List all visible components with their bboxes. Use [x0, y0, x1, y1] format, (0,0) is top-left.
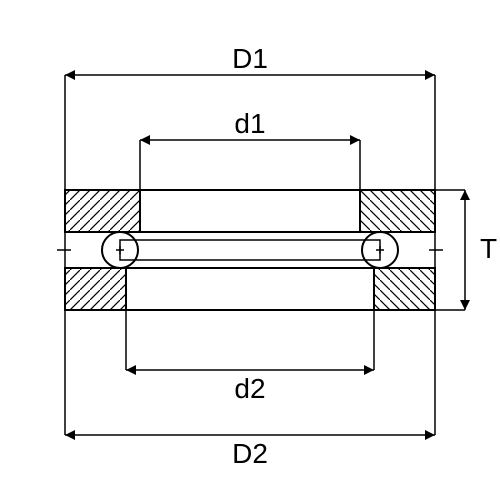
svg-text:D1: D1	[232, 43, 268, 74]
svg-text:D2: D2	[232, 438, 268, 469]
svg-text:d1: d1	[234, 108, 265, 139]
svg-text:d2: d2	[234, 373, 265, 404]
svg-text:T: T	[480, 233, 497, 264]
bearing-diagram: D1 d1 d2 D2 T	[0, 0, 500, 500]
